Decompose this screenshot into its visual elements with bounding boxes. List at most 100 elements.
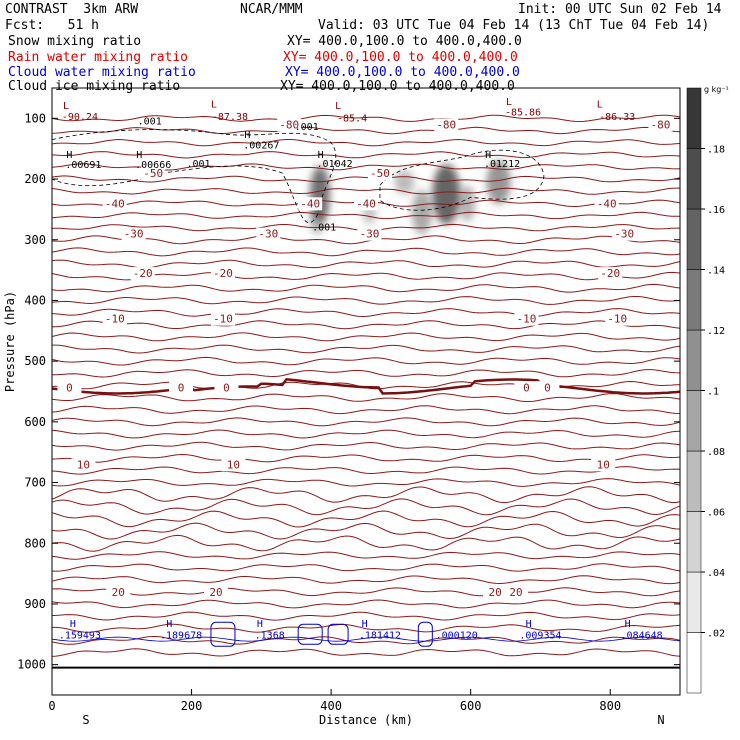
x-tick-label: 800 [599, 699, 621, 713]
contour-label-bg [102, 197, 127, 211]
contour-label-bg [210, 267, 235, 281]
isotherm-line [51, 356, 681, 366]
extremum-label: L [63, 101, 69, 112]
contour-label-bg [298, 197, 323, 211]
forecast-hour: Fcst: 51 h [5, 18, 99, 33]
field-cloudice-name: Cloud ice mixing ratio [8, 79, 181, 94]
init-time: Init: 00 UTC Sun 02 Feb 14 [518, 2, 722, 17]
organization: NCAR/MMM [240, 2, 303, 17]
isotherm-line [51, 393, 681, 402]
extremum-label: .000120 [436, 631, 478, 642]
contour-label: 0 [523, 381, 530, 394]
isotherm-line [51, 187, 680, 195]
y-tick-label: 1000 [17, 658, 46, 672]
extremum-label: L [335, 101, 341, 112]
contour-label-bg [130, 267, 155, 281]
contour-label: 20 [112, 586, 125, 599]
x-tick-label: 200 [181, 699, 203, 713]
contour-label-bg [535, 381, 560, 395]
contour-label: -20 [133, 267, 153, 280]
contour-label: 0 [544, 381, 551, 394]
field-rain-xy: XY= 400.0,100.0 to 400.0,400.0 [283, 50, 518, 65]
extremum-label: L [597, 99, 603, 110]
contour-label-bg [277, 118, 302, 132]
colorbar-segment [686, 450, 702, 512]
contour-label: 10 [227, 458, 240, 471]
extremum-label: .181412 [359, 631, 401, 642]
extremum-label: .009354 [519, 631, 561, 642]
contour-label-bg [434, 118, 459, 132]
contour-label-bg [367, 166, 392, 180]
contour-label: -30 [360, 228, 380, 241]
field-rain-name: Rain water mixing ratio [8, 50, 189, 65]
extremum-label: -90.24 [62, 112, 98, 123]
colorbar-tick-label: .18 [707, 145, 725, 156]
isotherm-line [51, 478, 681, 487]
y-tick-label: 600 [24, 415, 46, 429]
isotherm-line [51, 405, 681, 415]
y-axis-label: Pressure (hPa) [3, 291, 17, 392]
y-tick-label: 200 [24, 172, 46, 186]
colorbar-segment [686, 632, 702, 694]
field-cloudwater-xy: XY= 400.0,100.0 to 400.0,400.0 [285, 65, 520, 80]
cloud-water-outline [327, 623, 349, 645]
contour-label: -80 [279, 118, 299, 131]
contour-label-bg [594, 197, 619, 211]
isotherm-line [51, 235, 681, 245]
contour-label: 20 [209, 586, 222, 599]
contour-label: -40 [356, 197, 376, 210]
extremum-label: H [244, 130, 250, 141]
snow-shading [309, 160, 511, 235]
extremum-label: .00666 [135, 160, 171, 171]
contour-label: -50 [370, 167, 390, 180]
isotherm-line [51, 441, 681, 451]
cloud-ice-outline [51, 129, 337, 224]
snow-blob [411, 190, 432, 235]
contour-label-bg [169, 381, 194, 395]
x-tick-label: 0 [48, 699, 55, 713]
isotherm-line [51, 114, 681, 123]
isotherm-line [51, 534, 681, 552]
colorbar-tick-label: .12 [707, 326, 725, 337]
extremum-label: .00691 [65, 160, 101, 171]
snow-blob [486, 160, 511, 205]
colorbar-tick-label: .04 [707, 568, 725, 579]
colorbar-segment [686, 390, 702, 452]
contour-label: -80 [436, 118, 456, 131]
isotherm-line [51, 648, 681, 657]
cloud-water-line [51, 636, 681, 642]
isotherm-line [52, 320, 681, 330]
temperature-contours [51, 114, 681, 657]
colorbar-segment [686, 148, 702, 210]
contour-label: -50 [143, 167, 163, 180]
isotherm-line [51, 587, 681, 597]
isotherm-line [51, 551, 681, 560]
extremum-label: H [526, 619, 532, 630]
contour-label-bg [605, 312, 630, 326]
colorbar: .02 .04 .06 .08 .1 .12 .14 .16 .18 g kg⁻¹ [686, 85, 729, 694]
isotherm-line [51, 522, 681, 540]
extremum-label: H [485, 150, 491, 161]
contour-label-bg [354, 197, 378, 211]
colorbar-segment [686, 87, 702, 149]
contour-label-bg [483, 585, 508, 599]
y-tick-label: 800 [24, 536, 46, 550]
contour-label: -30 [124, 228, 144, 241]
contour-label: -20 [600, 267, 620, 280]
isotherm-line [51, 211, 681, 220]
isotherm-line [51, 283, 681, 293]
isotherm-line [51, 308, 681, 318]
contour-label: -40 [105, 197, 125, 210]
colorbar-segment [686, 329, 702, 391]
x-tick-label: 600 [460, 699, 482, 713]
isotherm-line [51, 296, 681, 305]
colorbar-tick-label: .14 [707, 266, 725, 277]
contour-label: -10 [607, 313, 627, 326]
contour-label: -10 [105, 313, 125, 326]
extremum-label: .001 [186, 159, 210, 170]
y-tick-label: 500 [24, 354, 46, 368]
contour-label: 0 [223, 381, 230, 394]
extremum-label: H [70, 619, 76, 630]
